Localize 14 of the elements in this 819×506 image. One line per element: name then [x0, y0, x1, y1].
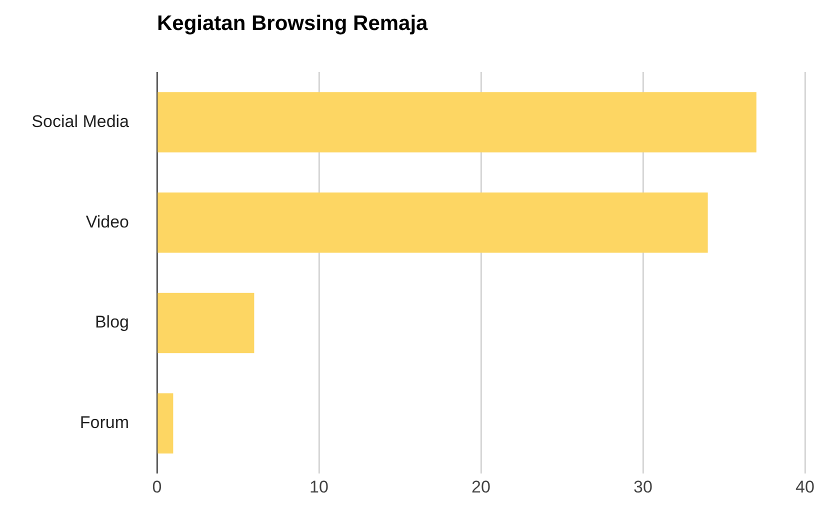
y-tick-label: Social Media	[32, 112, 130, 131]
x-tick-label: 40	[796, 477, 814, 496]
y-tick-label: Blog	[94, 312, 129, 332]
y-tick-label: Forum	[80, 413, 129, 432]
bar	[158, 192, 708, 253]
x-tick-label: 10	[310, 477, 328, 496]
chart-title: Kegiatan Browsing Remaja	[157, 12, 428, 36]
bar	[158, 92, 756, 152]
x-tick-label: 0	[152, 477, 162, 496]
bar	[158, 292, 254, 354]
bar	[158, 393, 174, 454]
y-tick-label: Video	[86, 212, 129, 232]
x-tick-label: 30	[634, 477, 652, 496]
x-tick-label: 20	[472, 477, 490, 496]
